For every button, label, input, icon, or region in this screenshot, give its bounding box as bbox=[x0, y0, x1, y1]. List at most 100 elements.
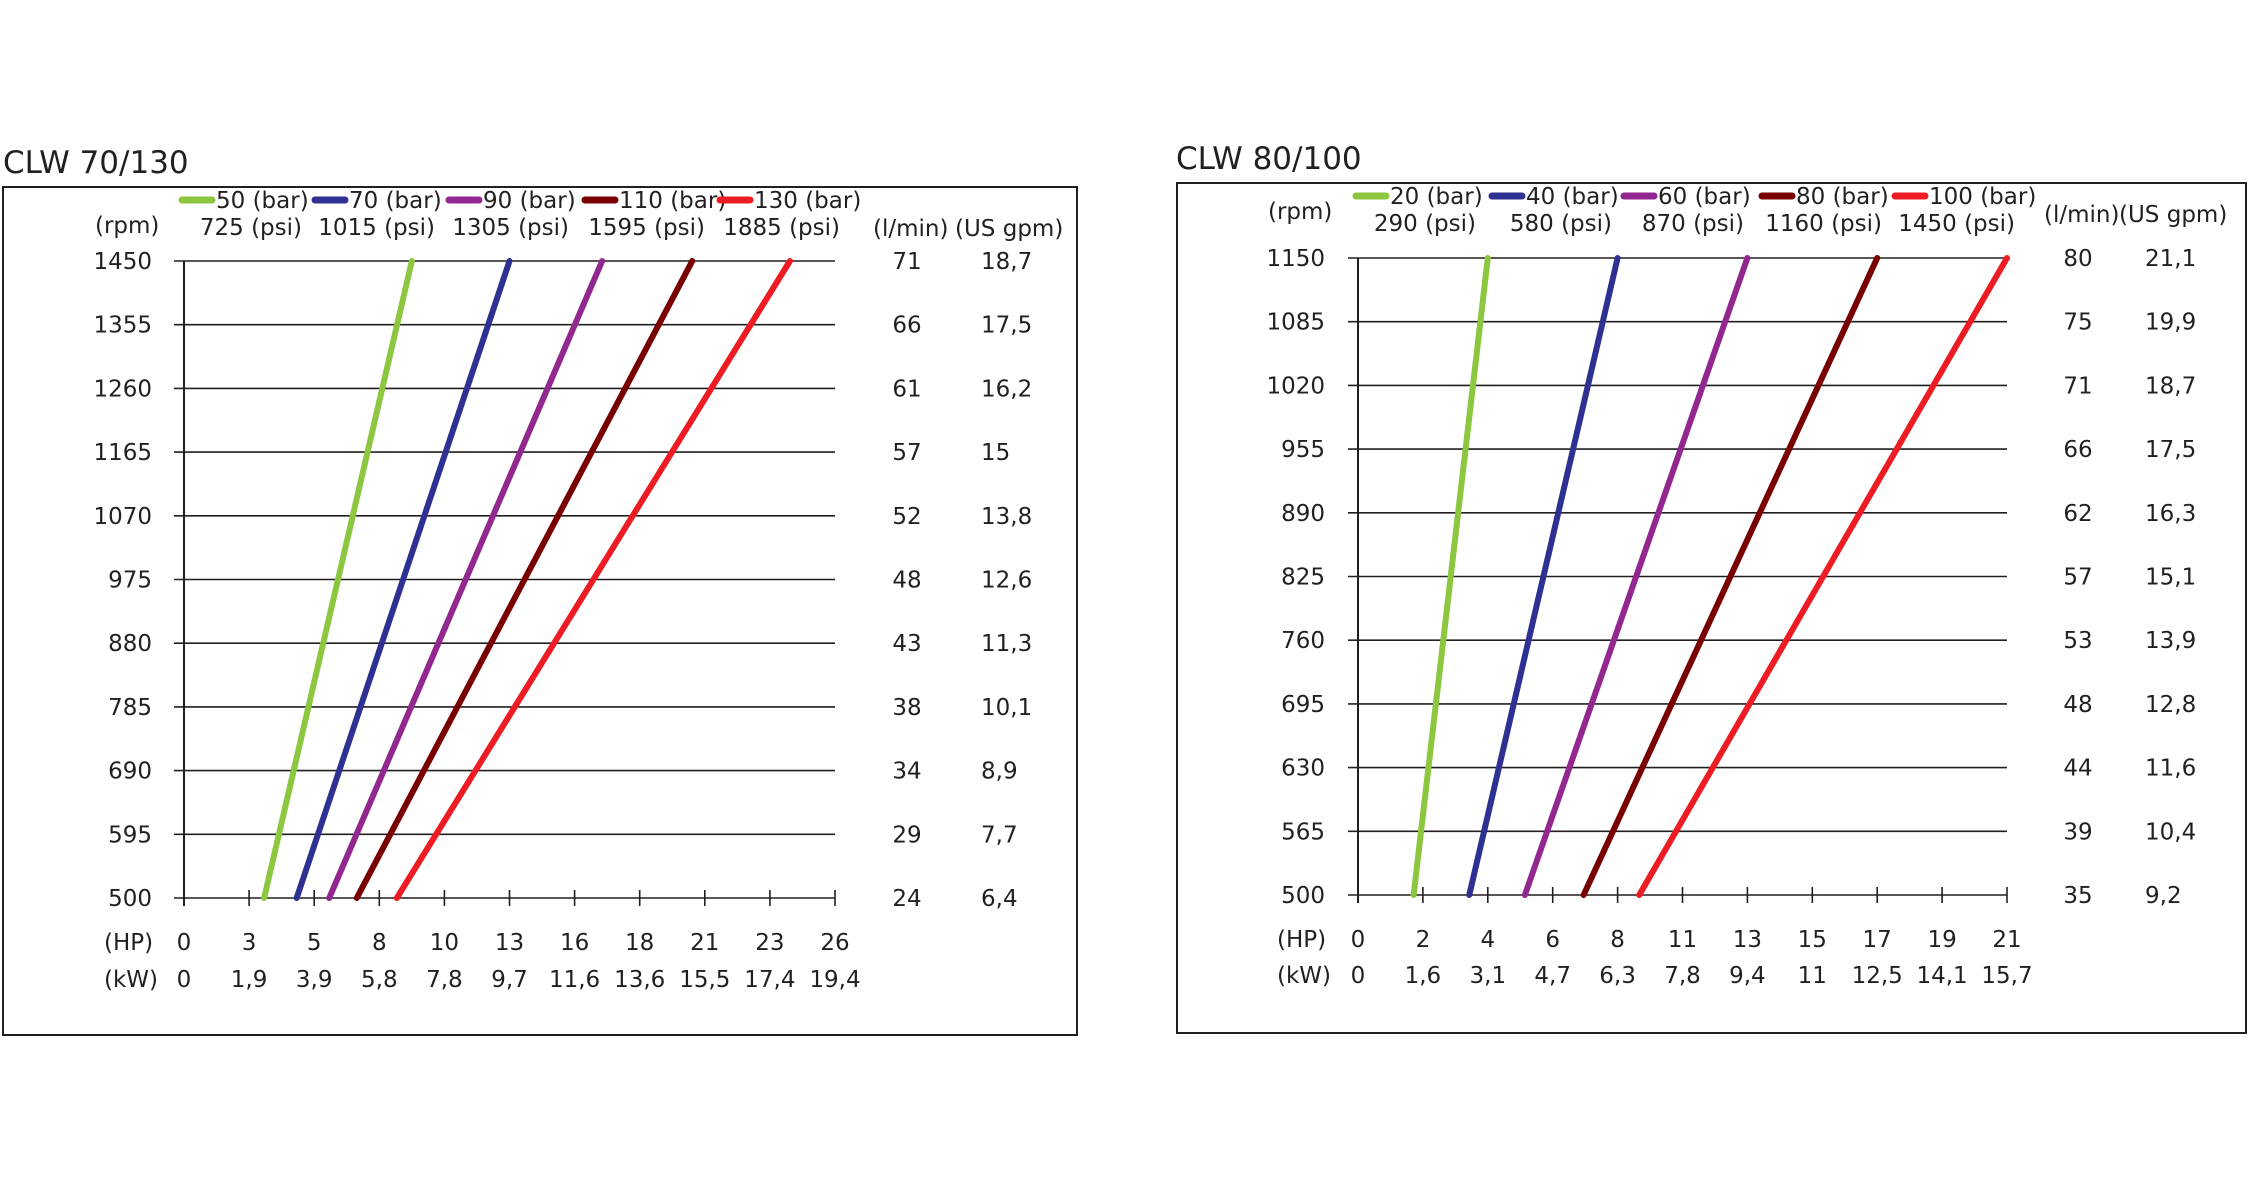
gpm-tick-label: 21,1 bbox=[2145, 246, 2196, 272]
legend-label-bar: 130 (bar) bbox=[754, 188, 861, 214]
kw-tick-label: 3,9 bbox=[296, 967, 333, 993]
series-line-80-bar bbox=[1580, 255, 1881, 898]
rpm-unit-label: (rpm) bbox=[95, 213, 159, 239]
gpm-tick-label: 15,1 bbox=[2145, 565, 2196, 591]
lmin-tick-label: 34 bbox=[892, 759, 921, 785]
hp-tick-label: 8 bbox=[372, 930, 387, 956]
series-line-100-bar bbox=[1636, 255, 2010, 898]
chart-title: CLW 70/130 bbox=[3, 145, 189, 181]
hp-tick-label: 13 bbox=[495, 930, 524, 956]
kw-tick-label: 19,4 bbox=[809, 967, 860, 993]
lmin-tick-label: 48 bbox=[892, 568, 921, 594]
gpm-tick-label: 8,9 bbox=[981, 759, 1018, 785]
lmin-tick-label: 66 bbox=[2063, 437, 2092, 463]
hp-tick-label: 0 bbox=[1351, 927, 1366, 953]
gpm-tick-label: 12,8 bbox=[2145, 692, 2196, 718]
hp-tick-label: 19 bbox=[1927, 927, 1956, 953]
series-line-90-bar bbox=[326, 258, 606, 901]
series-line-40-bar bbox=[1466, 255, 1621, 898]
gpm-tick-label: 19,9 bbox=[2145, 310, 2196, 336]
lmin-tick-label: 53 bbox=[2063, 628, 2092, 654]
legend-label-psi: 870 (psi) bbox=[1642, 211, 1744, 237]
lmin-tick-label: 66 bbox=[892, 313, 921, 339]
lmin-tick-label: 43 bbox=[892, 631, 921, 657]
rpm-tick-label: 760 bbox=[1281, 628, 1325, 654]
legend-label-bar: 90 (bar) bbox=[483, 188, 576, 214]
legend-label-bar: 60 (bar) bbox=[1658, 184, 1751, 210]
hp-tick-label: 2 bbox=[1416, 927, 1431, 953]
rpm-tick-label: 1020 bbox=[1266, 373, 1325, 399]
kw-tick-label: 7,8 bbox=[426, 967, 463, 993]
rpm-tick-label: 785 bbox=[108, 695, 152, 721]
legend-label-bar: 20 (bar) bbox=[1390, 184, 1483, 210]
hp-tick-label: 26 bbox=[820, 930, 849, 956]
hp-tick-label: 6 bbox=[1545, 927, 1560, 953]
gpm-tick-label: 15 bbox=[981, 440, 1010, 466]
rpm-tick-label: 1070 bbox=[93, 504, 152, 530]
lmin-tick-label: 24 bbox=[892, 886, 921, 912]
lmin-unit-label: (l/min) bbox=[873, 216, 948, 242]
kw-tick-label: 3,1 bbox=[1470, 963, 1507, 989]
kw-tick-label: 0 bbox=[177, 967, 192, 993]
hp-unit-label: (HP) bbox=[104, 930, 153, 956]
hp-tick-label: 16 bbox=[560, 930, 589, 956]
hp-tick-label: 13 bbox=[1733, 927, 1762, 953]
hp-tick-label: 10 bbox=[430, 930, 459, 956]
legend-label-psi: 1885 (psi) bbox=[723, 215, 840, 241]
legend-label-psi: 1160 (psi) bbox=[1765, 211, 1882, 237]
gpm-tick-label: 7,7 bbox=[981, 822, 1018, 848]
lmin-tick-label: 57 bbox=[2063, 565, 2092, 591]
gpm-tick-label: 13,8 bbox=[981, 504, 1032, 530]
kw-tick-label: 4,7 bbox=[1534, 963, 1571, 989]
lmin-tick-label: 62 bbox=[2063, 501, 2092, 527]
rpm-tick-label: 1165 bbox=[93, 440, 152, 466]
gpm-unit-label: (US gpm) bbox=[955, 216, 1063, 242]
kw-tick-label: 6,3 bbox=[1599, 963, 1636, 989]
lmin-tick-label: 52 bbox=[892, 504, 921, 530]
kw-tick-label: 15,5 bbox=[679, 967, 730, 993]
kw-unit-label: (kW) bbox=[104, 967, 158, 993]
legend-label-bar: 70 (bar) bbox=[349, 188, 442, 214]
gpm-tick-label: 17,5 bbox=[981, 313, 1032, 339]
rpm-tick-label: 500 bbox=[108, 886, 152, 912]
kw-tick-label: 15,7 bbox=[1981, 963, 2032, 989]
lmin-tick-label: 75 bbox=[2063, 310, 2092, 336]
lmin-tick-label: 80 bbox=[2063, 246, 2092, 272]
hp-tick-label: 18 bbox=[625, 930, 654, 956]
gpm-tick-label: 18,7 bbox=[2145, 373, 2196, 399]
gpm-tick-label: 16,2 bbox=[981, 376, 1032, 402]
chart-frame bbox=[2, 186, 1078, 1036]
hp-tick-label: 3 bbox=[242, 930, 257, 956]
rpm-tick-label: 825 bbox=[1281, 565, 1325, 591]
lmin-unit-label: (l/min) bbox=[2044, 202, 2119, 228]
rpm-tick-label: 1355 bbox=[93, 313, 152, 339]
kw-tick-label: 11 bbox=[1798, 963, 1827, 989]
gpm-tick-label: 18,7 bbox=[981, 249, 1032, 275]
gpm-tick-label: 11,6 bbox=[2145, 756, 2196, 782]
rpm-tick-label: 695 bbox=[1281, 692, 1325, 718]
kw-tick-label: 1,6 bbox=[1405, 963, 1442, 989]
legend-label-bar: 50 (bar) bbox=[216, 188, 309, 214]
legend-label-psi: 1305 (psi) bbox=[452, 215, 569, 241]
kw-tick-label: 9,7 bbox=[491, 967, 528, 993]
lmin-tick-label: 71 bbox=[2063, 373, 2092, 399]
kw-tick-label: 1,9 bbox=[231, 967, 268, 993]
gpm-tick-label: 12,6 bbox=[981, 568, 1032, 594]
lmin-tick-label: 39 bbox=[2063, 819, 2092, 845]
kw-unit-label: (kW) bbox=[1277, 963, 1331, 989]
hp-tick-label: 8 bbox=[1610, 927, 1625, 953]
rpm-tick-label: 690 bbox=[108, 759, 152, 785]
rpm-tick-label: 955 bbox=[1281, 437, 1325, 463]
hp-tick-label: 23 bbox=[755, 930, 784, 956]
kw-tick-label: 17,4 bbox=[744, 967, 795, 993]
rpm-tick-label: 975 bbox=[108, 568, 152, 594]
hp-tick-label: 17 bbox=[1863, 927, 1892, 953]
gpm-tick-label: 17,5 bbox=[2145, 437, 2196, 463]
hp-tick-label: 21 bbox=[1992, 927, 2021, 953]
lmin-tick-label: 44 bbox=[2063, 756, 2092, 782]
gpm-tick-label: 11,3 bbox=[981, 631, 1032, 657]
legend-label-bar: 40 (bar) bbox=[1526, 184, 1619, 210]
series-line-50-bar bbox=[261, 258, 415, 901]
